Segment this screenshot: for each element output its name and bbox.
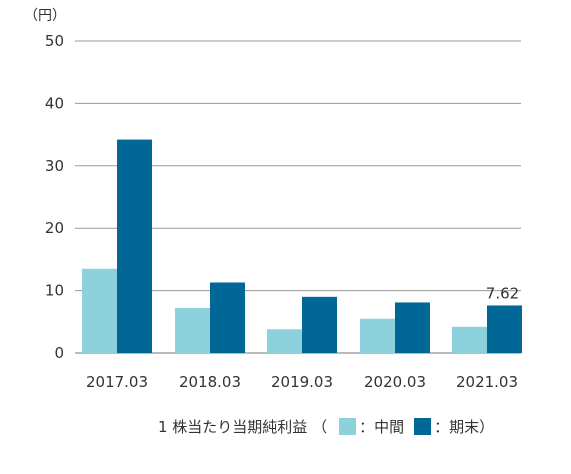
y-tick-label: 30	[45, 157, 64, 175]
y-tick-label: 10	[45, 282, 64, 300]
annotation-label: 7.62	[486, 284, 519, 302]
x-tick-labels: 2017.03 2018.03 2019.03 2020.03 2021.03	[86, 373, 518, 391]
bar-year-end	[395, 302, 430, 353]
y-tick-label: 0	[54, 344, 64, 362]
x-tick-label: 2020.03	[364, 373, 426, 391]
bar-interim	[267, 329, 302, 353]
x-tick-label: 2017.03	[86, 373, 148, 391]
x-tick-label: 2021.03	[456, 373, 518, 391]
bar-interim	[452, 326, 487, 353]
y-tick-label: 40	[45, 94, 64, 112]
y-tick-labels: 0 10 20 30 40 50	[45, 32, 64, 362]
y-tick-label: 50	[45, 32, 64, 50]
bars	[82, 139, 522, 353]
y-tick-label: 20	[45, 219, 64, 237]
bar-year-end	[117, 139, 152, 353]
legend-label-year-end: ：期末）	[434, 418, 495, 436]
bar-year-end	[302, 296, 337, 353]
y-axis-unit-label: （円）	[24, 8, 66, 24]
bar-interim	[82, 268, 117, 353]
legend-swatch-year-end	[414, 418, 432, 435]
legend-label-interim: ：中間	[359, 418, 405, 436]
bar-year-end	[210, 282, 245, 353]
x-tick-label: 2018.03	[179, 373, 241, 391]
annotation: 7.62	[486, 284, 519, 302]
bar-interim	[360, 318, 395, 353]
legend: 1 株当たり当期純利益 （ ：中間 ：期末）	[158, 416, 494, 437]
bar-year-end	[487, 305, 522, 353]
bar-interim	[175, 308, 210, 353]
x-tick-label: 2019.03	[271, 373, 333, 391]
legend-swatch-interim	[339, 418, 357, 435]
legend-title: 1 株当たり当期純利益 （	[158, 418, 328, 436]
